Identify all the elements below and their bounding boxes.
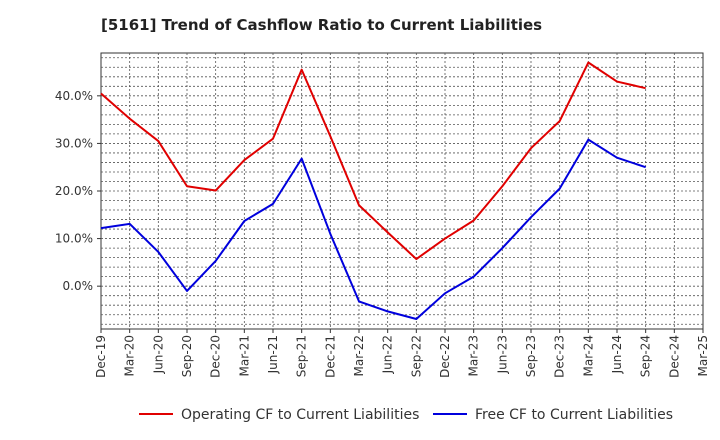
x-tick-label: Mar-25 (696, 335, 710, 376)
x-tick-label: Mar-22 (352, 335, 366, 376)
y-tick-label: 0.0% (63, 279, 94, 293)
x-tick-label: Jun-20 (151, 335, 165, 374)
x-tick-label: Sep-23 (524, 335, 538, 377)
y-tick-label: 20.0% (55, 184, 93, 198)
x-tick-label: Jun-23 (495, 335, 509, 374)
y-tick-label: 30.0% (55, 136, 93, 150)
y-tick-label: 40.0% (55, 89, 93, 103)
operating-cf-line (100, 61, 646, 261)
x-tick-label: Jun-22 (381, 335, 395, 374)
x-tick-label: Sep-21 (295, 335, 309, 377)
x-tick-label: Mar-20 (123, 335, 137, 376)
series-lines (100, 61, 646, 321)
legend-label-operating-cf: Operating CF to Current Liabilities (181, 407, 419, 423)
x-tick-label: Sep-22 (409, 335, 423, 377)
x-tick-label: Dec-21 (323, 335, 337, 378)
x-tick-label: Dec-23 (553, 335, 567, 378)
x-tick-label: Sep-20 (180, 335, 194, 377)
x-tick-label: Jun-21 (266, 335, 280, 374)
x-tick-label: Jun-24 (610, 335, 624, 374)
x-tick-label: Mar-23 (467, 335, 481, 376)
y-tick-label: 10.0% (55, 232, 93, 246)
x-tick-label: Mar-24 (581, 335, 595, 376)
x-tick-label: Dec-19 (94, 335, 108, 378)
x-tick-label: Sep-24 (639, 335, 653, 377)
free-cf-line (100, 138, 646, 321)
legend-label-free-cf: Free CF to Current Liabilities (475, 407, 673, 423)
x-tick-label: Dec-24 (667, 335, 681, 378)
grid-lines (101, 53, 703, 329)
x-tick-label: Dec-22 (438, 335, 452, 378)
x-tick-label: Dec-20 (209, 335, 223, 378)
x-axis: Dec-19 Mar-20 Jun-20 Sep-20 Dec-20 Mar-21 Jun-… (94, 329, 710, 378)
legend: Operating CF to Current Liabilities Free… (139, 407, 673, 423)
x-tick-label: Mar-21 (237, 335, 251, 376)
chart-title: [5161] Trend of Cashflow Ratio to Curren… (101, 16, 542, 34)
y-axis: 0.0% 10.0% 20.0% 30.0% 40.0% (55, 89, 101, 293)
